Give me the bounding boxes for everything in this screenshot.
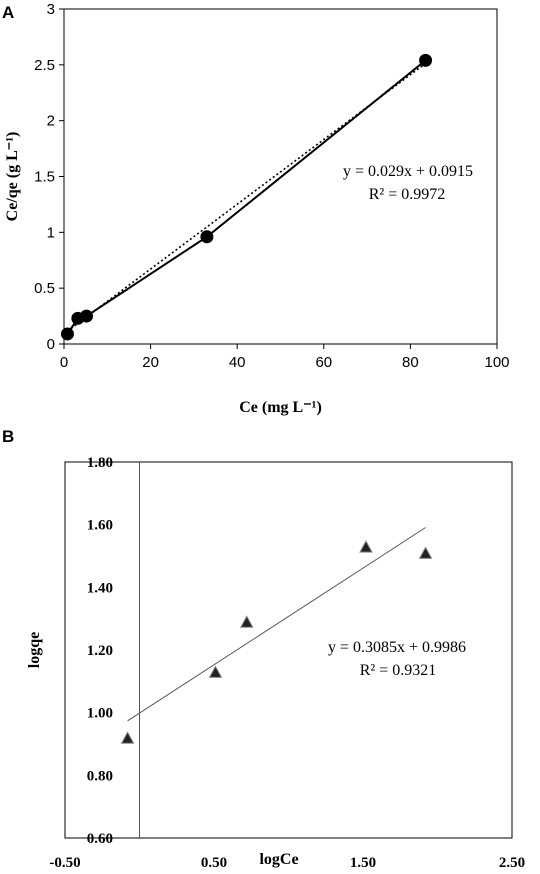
x-tick-label: 100 [484,354,509,371]
x-tick-label: 60 [315,354,332,371]
y-tick-label: 1 [47,224,55,241]
r-squared-label: R² = 0.9972 [369,186,446,203]
y-tick-label: 1.5 [34,169,55,186]
panel-a-letter: A [2,3,14,22]
y-tick-label: 1.00 [87,706,113,722]
x-tick-label: -0.50 [49,855,80,871]
y-tick-label: 0 [47,336,55,353]
data-point [60,327,74,341]
y-tick-label: 1.80 [87,455,113,471]
x-tick-label: 40 [229,354,246,371]
x-tick-label: 80 [402,354,419,371]
y-tick-label: 0.60 [87,831,113,847]
x-tick-label: 2.50 [499,855,525,871]
trendline [127,527,426,722]
y-tick-label: 1.40 [87,580,113,596]
data-point [418,546,433,559]
regression-equation: y = 0.029x + 0.0915 [343,163,473,180]
panel-b-chart: -0.50 0.50 1.50 2.50 0.60 0.80 1.00 1.20 1.40 1.6… [26,455,525,871]
data-point [80,309,94,323]
data-point [200,230,214,244]
x-axis-label: logCe [259,851,298,868]
y-tick-label: 2 [47,113,55,130]
x-axis-label: Ce (mg L⁻¹) [239,399,322,416]
x-tick-label: 1.50 [350,855,376,871]
panel-a-chart: 0 20 40 60 80 100 0 0.5 1 1.5 2 2.5 3 Ce (mg L⁻¹) Ce/q… [4,1,510,416]
y-tick-label: 0.5 [34,280,55,297]
y-axis-label: Ce/qe (g L⁻¹) [4,132,21,222]
data-point [359,540,373,553]
x-tick-label: 0.50 [201,855,227,871]
x-tick-label: 0 [60,354,68,371]
panel-b-letter: B [2,427,14,446]
data-point [239,615,254,628]
y-tick-label: 1.60 [87,518,113,534]
data-point [208,665,223,678]
x-tick-label: 20 [142,354,159,371]
regression-equation: y = 0.3085x + 0.9986 [328,639,466,656]
y-tick-label: 0.80 [87,768,113,784]
y-tick-label: 1.20 [87,643,113,659]
r-squared-label: R² = 0.9321 [360,662,437,679]
y-tick-label: 3 [47,1,55,18]
data-point [120,731,135,744]
y-tick-label: 2.5 [34,57,55,74]
y-axis-label: logqe [26,632,43,668]
plot-area-border [64,461,513,839]
data-point [419,53,433,67]
